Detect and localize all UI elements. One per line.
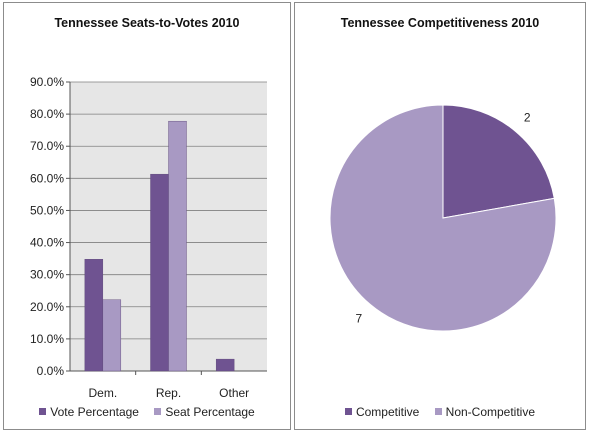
y-tick-label: 80.0% [30,107,64,121]
y-tick-label: 30.0% [30,268,64,282]
bar-seat [168,120,187,372]
y-tick-label: 0.0% [37,364,65,378]
x-tick-label: Rep. [156,386,181,400]
bar-chart-legend: Vote Percentage Seat Percentage [4,405,290,419]
bar-seat [102,299,122,372]
bar-chart-title: Tennessee Seats-to-Votes 2010 [54,16,240,30]
y-tick-label: 40.0% [30,236,64,250]
y-tick-label: 10.0% [30,332,64,346]
y-tick-label: 50.0% [30,203,64,217]
x-tick-label: Other [219,386,249,400]
non-competitive-swatch [434,408,442,415]
pie-slice-competitive [442,104,555,219]
legend-item-non-competitive: Non-Competitive [434,405,536,419]
y-tick-label: 60.0% [30,171,64,185]
legend-item-seat: Seat Percentage [154,405,255,419]
bar-vote [215,358,235,372]
legend-label-non-competitive: Non-Competitive [445,405,536,419]
vote-swatch [39,408,47,415]
legend-item-competitive: Competitive [344,405,420,419]
bar-chart-svg: 0.0% 10.0% 20.0% 30.0% 40.0% 50.0% 60.0% 70.0% 8… [30,75,267,400]
competitive-swatch [344,408,352,415]
pie-chart-svg: 27 [329,104,557,332]
pie-chart-legend: Competitive Non-Competitive [295,405,585,419]
y-tick-label: 70.0% [30,139,64,153]
pie-chart-title: Tennessee Competitiveness 2010 [340,16,540,30]
seat-swatch [154,408,162,415]
legend-item-vote: Vote Percentage [39,405,139,419]
bar-vote [150,173,169,372]
legend-label-competitive: Competitive [355,405,420,419]
legend-label-vote: Vote Percentage [50,405,139,419]
bar-chart-panel: Tennessee Seats-to-Votes 2010 0.0% 10.0% 2… [3,2,291,430]
pie-label-competitive: 2 [524,111,531,125]
pie-slice-non-competitive [329,104,557,332]
legend-label-seat: Seat Percentage [165,405,255,419]
y-tick-label: 90.0% [30,75,64,89]
y-tick-label: 20.0% [30,300,64,314]
pie-label-non-competitive: 7 [355,311,362,325]
bar-vote [84,259,104,372]
x-tick-label: Dem. [88,386,117,400]
